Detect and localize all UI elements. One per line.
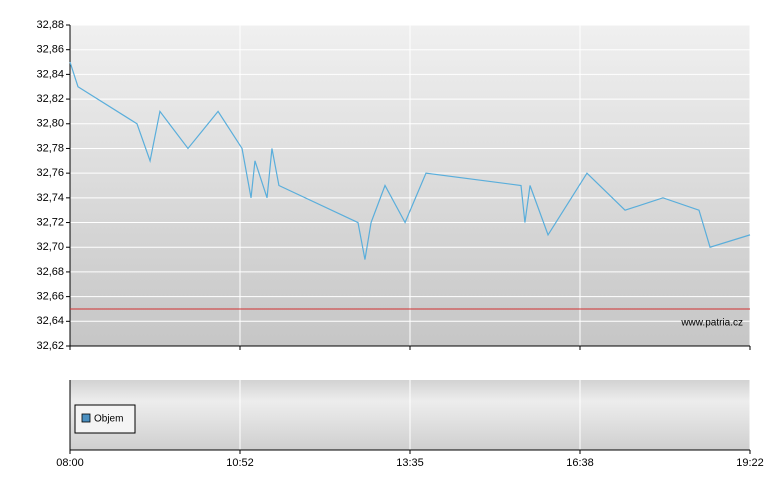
y-tick-label: 32,72 (36, 216, 64, 228)
y-tick-label: 32,68 (36, 266, 64, 278)
y-tick-label: 32,76 (36, 167, 64, 179)
y-tick-label: 32,74 (36, 192, 64, 204)
y-tick-label: 32,70 (36, 241, 64, 253)
y-tick-label: 32,86 (36, 44, 64, 56)
watermark: www.patria.cz (680, 318, 743, 329)
price-line (69, 61, 751, 260)
x-tick-label: 08:00 (56, 457, 84, 469)
legend-label: Objem (94, 414, 123, 425)
y-tick-label: 32,62 (36, 340, 64, 352)
y-tick-label: 32,84 (36, 68, 64, 80)
y-tick-label: 32,82 (36, 93, 64, 105)
legend-swatch (81, 413, 91, 423)
y-tick-label: 32,64 (36, 315, 64, 327)
y-tick-label: 32,80 (36, 118, 64, 130)
x-tick-label: 16:38 (566, 457, 594, 469)
x-tick-label: 10:52 (226, 457, 254, 469)
x-tick-label: 13:35 (396, 457, 424, 469)
y-tick-label: 32,88 (36, 19, 64, 31)
x-tick-label: 19:22 (736, 457, 764, 469)
y-tick-label: 32,78 (36, 142, 64, 154)
y-tick-label: 32,66 (36, 291, 64, 303)
